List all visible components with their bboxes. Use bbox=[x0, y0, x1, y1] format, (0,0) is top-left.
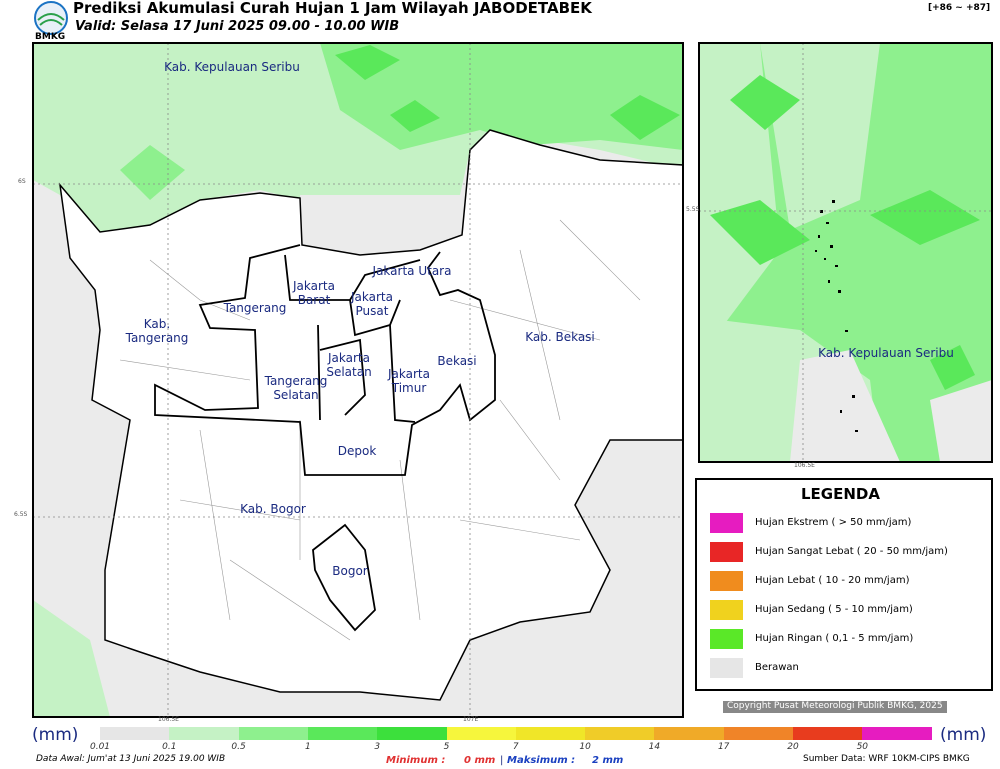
unit-right: (mm) bbox=[940, 725, 987, 745]
colorbar-tick: 50 bbox=[856, 742, 869, 752]
place-label: Jakarta Utara bbox=[372, 264, 452, 279]
colorbar-tick: 14 bbox=[648, 742, 661, 752]
colorbar-segment bbox=[169, 727, 239, 740]
rain-area bbox=[33, 43, 300, 235]
city-boundaries bbox=[154, 244, 496, 632]
colorbar-tick: 17 bbox=[717, 742, 730, 752]
range: [+86 ~ +87] bbox=[928, 3, 991, 13]
rain-area bbox=[870, 190, 980, 245]
colorbar-segment bbox=[307, 727, 378, 740]
legend-swatch bbox=[710, 629, 743, 649]
colorbar-segment bbox=[793, 727, 863, 740]
unit-left: (mm) bbox=[32, 725, 79, 745]
lat-label: 6.5S bbox=[14, 511, 28, 518]
rain-area bbox=[33, 600, 110, 717]
colorbar-tick: 0.5 bbox=[231, 742, 246, 752]
colorbar-segment bbox=[446, 727, 516, 740]
rain-area bbox=[930, 345, 975, 390]
graticule bbox=[33, 43, 683, 717]
colorbar-segment bbox=[654, 727, 724, 740]
colorbar-segment bbox=[862, 727, 932, 740]
data-awal: Data Awal: Jum'at 13 Juni 2025 19.00 WIB bbox=[36, 754, 226, 764]
logo-mark bbox=[37, 13, 65, 26]
islands bbox=[815, 200, 858, 432]
place-label: Kab. Kepulauan Seribu bbox=[164, 60, 300, 75]
legend-box bbox=[695, 478, 993, 691]
colorbar-segment bbox=[515, 727, 586, 740]
place-label: Jakarta Barat bbox=[293, 279, 335, 307]
inset-border bbox=[698, 42, 993, 463]
colorbar-segment bbox=[100, 727, 170, 740]
colorbar-tick: 10 bbox=[579, 742, 591, 752]
rain-area bbox=[390, 100, 440, 132]
place-label: Depok bbox=[337, 444, 377, 459]
place-label: Bogor bbox=[332, 564, 368, 579]
legend-swatch bbox=[710, 658, 743, 678]
lon-label: 106.5E bbox=[158, 716, 179, 723]
map-border bbox=[32, 42, 684, 718]
rain-area bbox=[335, 45, 400, 80]
rain-area bbox=[610, 95, 680, 140]
lat-label: 6S bbox=[18, 178, 26, 185]
colorbar-segment bbox=[377, 727, 447, 740]
inset-graticule bbox=[699, 43, 992, 462]
place-label: Jakarta Timur bbox=[388, 367, 430, 395]
lon-label: 107E bbox=[463, 716, 479, 723]
cloud-area bbox=[790, 350, 900, 462]
colorbar-tick: 20 bbox=[787, 742, 799, 752]
place-label: Bekasi bbox=[437, 354, 477, 369]
legend-title: LEGENDA bbox=[801, 485, 880, 503]
place-label: Jakarta Pusat bbox=[351, 290, 393, 318]
legend-item: Berawan bbox=[755, 662, 799, 673]
valid-time: Valid: Selasa 17 Juni 2025 09.00 - 10.00… bbox=[75, 19, 400, 34]
legend-item: Hujan Ringan ( 0,1 - 5 mm/jam) bbox=[755, 633, 914, 644]
lon-label: 106.5E bbox=[794, 462, 815, 469]
legend-item: Hujan Lebat ( 10 - 20 mm/jam) bbox=[755, 575, 910, 586]
copyright: Copyright Pusat Meteorologi Publik BMKG,… bbox=[723, 701, 947, 713]
district-lines bbox=[119, 219, 641, 641]
max-label: Maksimum : bbox=[507, 755, 576, 766]
min-value: 0 mm bbox=[464, 755, 496, 766]
colorbar-segment bbox=[238, 727, 309, 740]
place-label: Kab. Bekasi bbox=[525, 330, 595, 345]
legend-item: Hujan Sangat Lebat ( 20 - 50 mm/jam) bbox=[755, 546, 948, 557]
land bbox=[58, 129, 684, 701]
legend-swatch bbox=[710, 600, 743, 620]
colorbar-tick: 1 bbox=[305, 742, 311, 752]
colorbar-segment bbox=[723, 727, 794, 740]
lat-label: 5.5S bbox=[686, 206, 700, 213]
source: Sumber Data: WRF 10KM-CIPS BMKG bbox=[803, 754, 970, 764]
cloud-area bbox=[930, 380, 992, 462]
inset-label: Kab. Kepulauan Seribu bbox=[818, 346, 954, 361]
logo bbox=[34, 1, 68, 35]
place-label: Tangerang bbox=[223, 301, 287, 316]
place-label: Kab. Tangerang bbox=[125, 317, 189, 345]
place-label: Jakarta Selatan bbox=[326, 351, 372, 379]
colorbar-tick: 0.01 bbox=[89, 742, 111, 752]
rain-area bbox=[120, 145, 185, 200]
legend-swatch bbox=[710, 542, 743, 562]
place-label: Tangerang Selatan bbox=[264, 374, 328, 402]
colorbar-tick: 5 bbox=[443, 742, 450, 752]
rain-area bbox=[710, 200, 810, 265]
legend-item: Hujan Ekstrem ( > 50 mm/jam) bbox=[755, 517, 912, 528]
min-label: Minimum : bbox=[386, 755, 446, 766]
colorbar-tick: 7 bbox=[512, 742, 519, 752]
max-value: 2 mm bbox=[592, 755, 624, 766]
place-label: Kab. Bogor bbox=[240, 502, 306, 517]
logo-text: BMKG bbox=[35, 32, 66, 42]
colorbar-tick: 3 bbox=[374, 742, 381, 752]
legend-swatch bbox=[710, 513, 743, 533]
legend-swatch bbox=[710, 571, 743, 591]
colorbar-segment bbox=[585, 727, 655, 740]
legend-item: Hujan Sedang ( 5 - 10 mm/jam) bbox=[755, 604, 913, 615]
separator: | bbox=[500, 755, 504, 766]
rain-area bbox=[760, 43, 880, 230]
colorbar-tick: 0.1 bbox=[162, 742, 177, 752]
title: Prediksi Akumulasi Curah Hujan 1 Jam Wil… bbox=[73, 0, 592, 17]
rain-area bbox=[730, 75, 800, 130]
